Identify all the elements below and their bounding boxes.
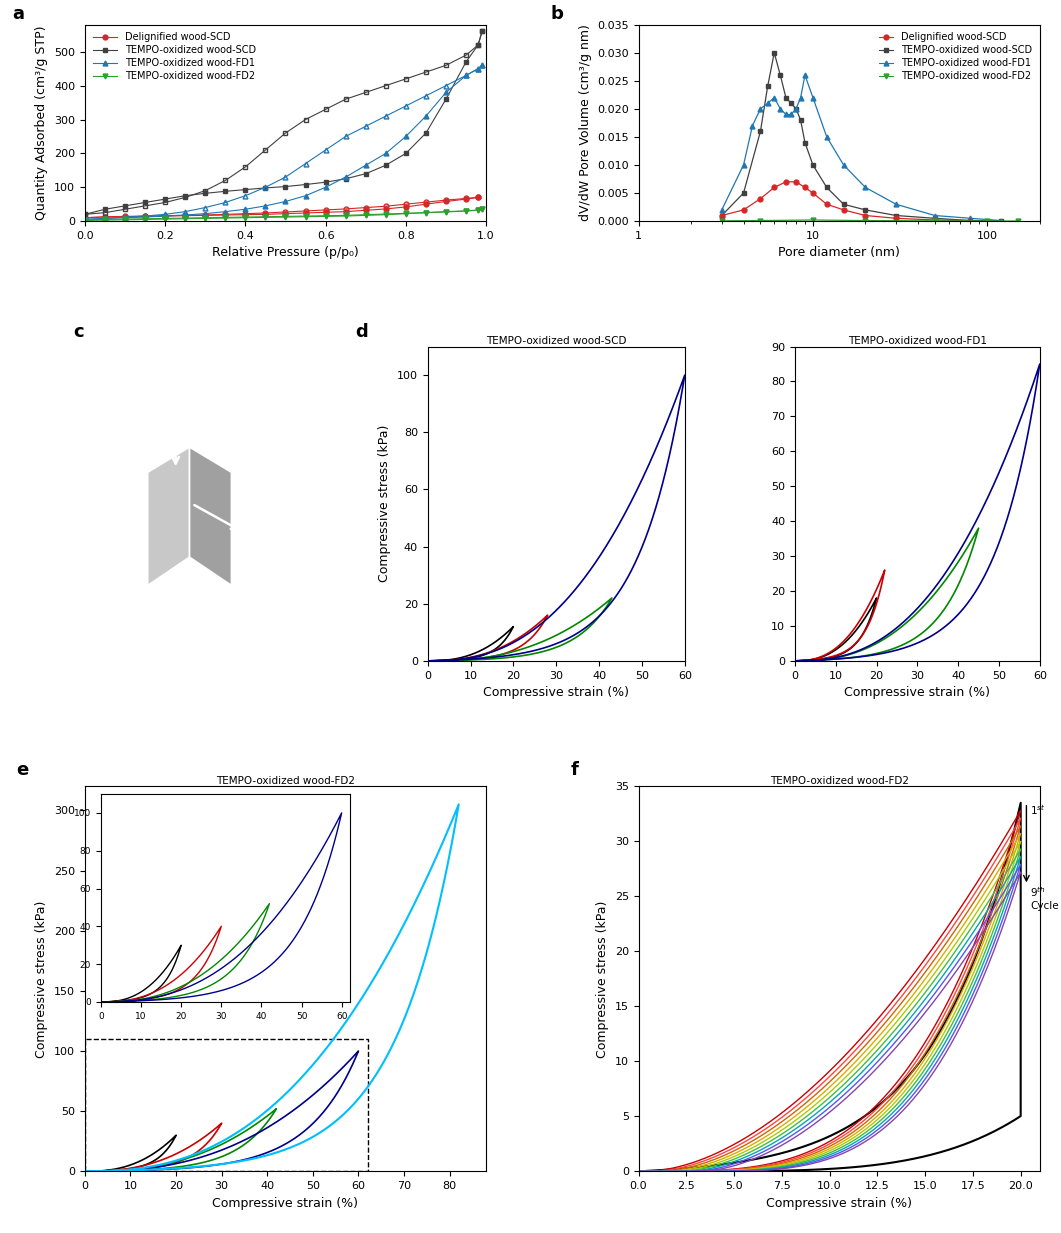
TEMPO-oxidized wood-SCD: [737, 186, 750, 201]
Polygon shape: [147, 448, 231, 497]
Delignified wood-SCD: [754, 191, 767, 206]
Delignified wood-SCD: [837, 202, 850, 217]
Polygon shape: [190, 448, 231, 586]
TEMPO-oxidized wood-FD1: [762, 96, 775, 111]
TEMPO-oxidized wood-SCD: [928, 211, 941, 226]
Title: TEMPO-oxidized wood-FD1: TEMPO-oxidized wood-FD1: [848, 335, 987, 345]
Y-axis label: Compressive stress (kPa): Compressive stress (kPa): [379, 425, 392, 582]
TEMPO-oxidized wood-FD2: [806, 212, 819, 227]
TEMPO-oxidized wood-FD1: [737, 158, 750, 173]
TEMPO-oxidized wood-SCD: [859, 202, 872, 217]
Text: 1$^{st}$: 1$^{st}$: [1030, 803, 1046, 816]
TEMPO-oxidized wood-SCD: [964, 213, 977, 228]
Text: Tangential: Tangential: [175, 610, 229, 620]
X-axis label: Pore diameter (nm): Pore diameter (nm): [778, 247, 900, 259]
Delignified wood-SCD: [768, 180, 781, 195]
Legend: Delignified wood-SCD, TEMPO-oxidized wood-SCD, TEMPO-oxidized wood-FD1, TEMPO-ox: Delignified wood-SCD, TEMPO-oxidized woo…: [90, 30, 259, 84]
Text: Loading direction: Loading direction: [131, 390, 221, 399]
Delignified wood-SCD: [964, 213, 977, 228]
Delignified wood-SCD: [859, 208, 872, 223]
Text: e: e: [17, 761, 29, 779]
X-axis label: Compressive strain (%): Compressive strain (%): [845, 686, 990, 699]
Y-axis label: Compressive stress (kPa): Compressive stress (kPa): [35, 900, 49, 1058]
TEMPO-oxidized wood-SCD: [820, 180, 833, 195]
TEMPO-oxidized wood-FD1: [928, 208, 941, 223]
TEMPO-oxidized wood-FD1: [780, 107, 793, 122]
Text: d: d: [355, 323, 368, 342]
Y-axis label: Quantity Adsorbed (cm³/g STP): Quantity Adsorbed (cm³/g STP): [35, 26, 49, 221]
Bar: [85, 1039, 367, 1171]
TEMPO-oxidized wood-FD2: [715, 213, 728, 228]
TEMPO-oxidized wood-SCD: [780, 90, 793, 105]
TEMPO-oxidized wood-FD1: [715, 202, 728, 217]
Delignified wood-SCD: [806, 186, 819, 201]
TEMPO-oxidized wood-SCD: [785, 96, 798, 111]
TEMPO-oxidized wood-FD2: [1011, 213, 1024, 228]
TEMPO-oxidized wood-FD1: [995, 213, 1008, 228]
Text: a: a: [13, 5, 24, 22]
Title: TEMPO-oxidized wood-FD2: TEMPO-oxidized wood-FD2: [769, 776, 908, 785]
Line: TEMPO-oxidized wood-SCD: TEMPO-oxidized wood-SCD: [719, 51, 1004, 223]
TEMPO-oxidized wood-SCD: [789, 101, 802, 116]
TEMPO-oxidized wood-SCD: [995, 213, 1008, 228]
Y-axis label: dV/dW Pore Volume (cm³/g nm): dV/dW Pore Volume (cm³/g nm): [578, 25, 592, 222]
Delignified wood-SCD: [820, 197, 833, 212]
TEMPO-oxidized wood-FD1: [773, 101, 786, 116]
TEMPO-oxidized wood-FD1: [795, 90, 807, 105]
Legend: Delignified wood-SCD, TEMPO-oxidized wood-SCD, TEMPO-oxidized wood-FD1, TEMPO-ox: Delignified wood-SCD, TEMPO-oxidized woo…: [875, 30, 1034, 84]
TEMPO-oxidized wood-SCD: [799, 136, 812, 150]
X-axis label: Compressive strain (%): Compressive strain (%): [212, 1197, 359, 1210]
TEMPO-oxidized wood-FD1: [799, 68, 812, 83]
Title: TEMPO-oxidized wood-SCD: TEMPO-oxidized wood-SCD: [486, 335, 626, 345]
Delignified wood-SCD: [737, 202, 750, 217]
TEMPO-oxidized wood-FD2: [859, 213, 872, 228]
Delignified wood-SCD: [928, 212, 941, 227]
X-axis label: Relative Pressure (p/p₀): Relative Pressure (p/p₀): [212, 247, 359, 259]
TEMPO-oxidized wood-SCD: [715, 208, 728, 223]
TEMPO-oxidized wood-FD2: [928, 213, 941, 228]
TEMPO-oxidized wood-FD1: [806, 90, 819, 105]
TEMPO-oxidized wood-FD1: [964, 211, 977, 226]
Text: 9$^{th}$
Cycle: 9$^{th}$ Cycle: [1030, 885, 1059, 911]
TEMPO-oxidized wood-FD2: [754, 213, 767, 228]
TEMPO-oxidized wood-FD1: [785, 107, 798, 122]
TEMPO-oxidized wood-SCD: [773, 68, 786, 83]
Delignified wood-SCD: [789, 174, 802, 189]
Text: f: f: [571, 761, 578, 779]
Line: Delignified wood-SCD: Delignified wood-SCD: [719, 179, 973, 223]
TEMPO-oxidized wood-SCD: [754, 123, 767, 138]
TEMPO-oxidized wood-SCD: [837, 197, 850, 212]
TEMPO-oxidized wood-SCD: [768, 46, 781, 60]
TEMPO-oxidized wood-FD1: [754, 101, 767, 116]
Title: TEMPO-oxidized wood-FD2: TEMPO-oxidized wood-FD2: [216, 776, 355, 785]
Y-axis label: Compressive stress (kPa): Compressive stress (kPa): [596, 900, 609, 1058]
TEMPO-oxidized wood-SCD: [762, 79, 775, 94]
Polygon shape: [147, 448, 190, 586]
TEMPO-oxidized wood-FD1: [859, 180, 872, 195]
Delignified wood-SCD: [780, 174, 793, 189]
TEMPO-oxidized wood-FD1: [768, 90, 781, 105]
Text: Longitudinal: Longitudinal: [245, 526, 310, 538]
TEMPO-oxidized wood-FD1: [789, 101, 802, 116]
TEMPO-oxidized wood-SCD: [795, 112, 807, 127]
Line: TEMPO-oxidized wood-FD2: TEMPO-oxidized wood-FD2: [719, 217, 1021, 223]
Text: c: c: [73, 323, 84, 342]
TEMPO-oxidized wood-FD1: [746, 118, 759, 133]
Line: TEMPO-oxidized wood-FD1: TEMPO-oxidized wood-FD1: [719, 73, 1004, 223]
Text: Radial: Radial: [90, 507, 122, 517]
TEMPO-oxidized wood-FD1: [890, 197, 903, 212]
X-axis label: Compressive strain (%): Compressive strain (%): [483, 686, 629, 699]
TEMPO-oxidized wood-SCD: [890, 208, 903, 223]
Text: b: b: [551, 5, 563, 22]
TEMPO-oxidized wood-SCD: [806, 158, 819, 173]
Delignified wood-SCD: [890, 211, 903, 226]
Delignified wood-SCD: [715, 208, 728, 223]
TEMPO-oxidized wood-FD2: [981, 213, 994, 228]
X-axis label: Compressive strain (%): Compressive strain (%): [766, 1197, 912, 1210]
Delignified wood-SCD: [799, 180, 812, 195]
TEMPO-oxidized wood-FD1: [820, 129, 833, 144]
TEMPO-oxidized wood-FD1: [837, 158, 850, 173]
